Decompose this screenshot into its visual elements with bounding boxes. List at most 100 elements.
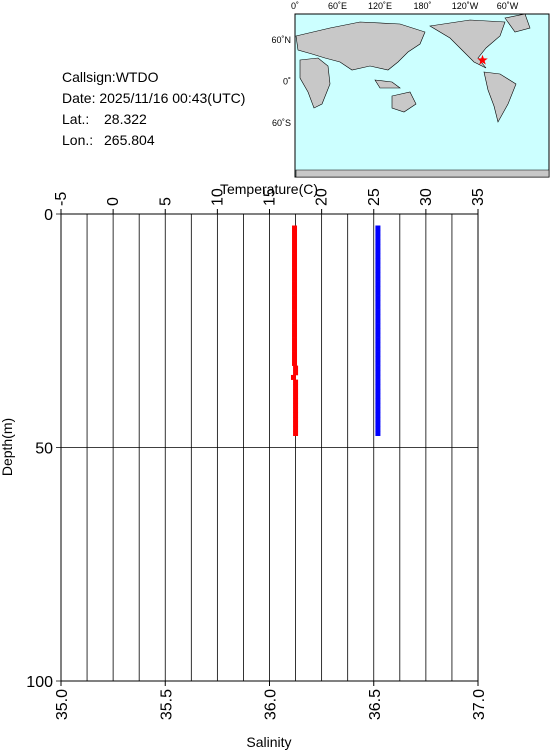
data-point <box>375 393 381 399</box>
data-point <box>375 262 381 268</box>
data-point <box>375 276 381 282</box>
data-point <box>375 318 381 324</box>
data-point <box>292 239 298 245</box>
map-lon-label: 60˚W <box>497 1 519 11</box>
data-point <box>293 384 299 390</box>
data-point <box>292 286 298 292</box>
data-point <box>293 426 299 432</box>
data-point <box>375 346 381 352</box>
data-point <box>292 337 298 343</box>
data-point <box>375 384 381 390</box>
data-point <box>375 225 381 231</box>
data-point <box>292 360 298 366</box>
map-lat-label: 60˚N <box>271 35 291 45</box>
x2-tick-label: 10 <box>209 188 226 206</box>
map-land <box>295 13 550 178</box>
data-point <box>375 360 381 366</box>
map-lon-label: 180˚ <box>413 1 431 11</box>
x2-tick-label: 25 <box>366 188 383 206</box>
data-point <box>375 402 381 408</box>
data-point <box>293 412 299 418</box>
x2-axis-title: Temperature(C) <box>220 181 318 197</box>
data-point <box>375 253 381 259</box>
data-point <box>375 304 381 310</box>
data-point <box>292 309 298 315</box>
data-point <box>293 416 299 422</box>
data-point <box>293 379 299 385</box>
data-point <box>375 286 381 292</box>
data-point <box>292 225 298 231</box>
map-lon-label: 120˚E <box>368 1 392 11</box>
date: Date: 2025/11/16 00:43(UTC) <box>62 90 245 106</box>
data-point <box>375 398 381 404</box>
x-tick-label: 36.0 <box>263 689 280 720</box>
data-point <box>375 430 381 436</box>
x2-tick-label: 20 <box>314 188 331 206</box>
data-point <box>292 258 298 264</box>
data-point <box>292 342 298 348</box>
data-point <box>375 281 381 287</box>
x-tick-label: 35.5 <box>158 689 175 720</box>
data-point <box>375 412 381 418</box>
data-point <box>293 388 299 394</box>
data-point <box>292 267 298 273</box>
data-point <box>292 295 298 301</box>
data-point <box>292 253 298 259</box>
lat-value: 28.322 <box>104 111 147 127</box>
data-point <box>292 304 298 310</box>
data-point <box>375 230 381 236</box>
data-point <box>293 370 299 376</box>
data-point <box>293 393 299 399</box>
x-tick-label: 35.0 <box>54 689 71 720</box>
data-point <box>375 421 381 427</box>
x2-tick-label: 30 <box>418 188 435 206</box>
data-point <box>292 351 298 357</box>
data-point <box>375 332 381 338</box>
data-point <box>375 351 381 357</box>
data-point <box>375 426 381 432</box>
x2-tick-label: 5 <box>157 197 174 206</box>
map-lat-label: 0˚ <box>283 77 291 87</box>
data-point <box>293 430 299 436</box>
data-point <box>292 323 298 329</box>
data-point <box>292 244 298 250</box>
map-lat-label: 60˚S <box>272 118 291 128</box>
data-point <box>375 234 381 240</box>
lon-label: Lon.: <box>62 132 93 148</box>
data-point <box>375 370 381 376</box>
data-point <box>375 309 381 315</box>
lon-value: 265.804 <box>104 132 155 148</box>
x-tick-label: 37.0 <box>471 689 488 720</box>
data-point <box>292 272 298 278</box>
data-point <box>292 230 298 236</box>
data-point <box>292 248 298 254</box>
data-point <box>375 407 381 413</box>
x2-tick-label: 15 <box>262 188 279 206</box>
y-tick-label: 50 <box>35 441 53 458</box>
data-point <box>293 407 299 413</box>
data-point <box>292 346 298 352</box>
data-point <box>290 374 296 380</box>
data-point <box>375 374 381 380</box>
data-point <box>292 262 298 268</box>
data-point <box>375 323 381 329</box>
map-lon-label: 0˚ <box>291 1 299 11</box>
map-lon-label: 120˚W <box>452 1 479 11</box>
data-point <box>375 337 381 343</box>
data-point <box>375 239 381 245</box>
data-point <box>375 248 381 254</box>
callsign: Callsign:WTDO <box>62 69 159 85</box>
data-point <box>292 300 298 306</box>
data-point <box>375 272 381 278</box>
y-tick-label: 0 <box>44 207 53 224</box>
data-point <box>292 328 298 334</box>
map-lon-label: 60˚E <box>328 1 347 11</box>
data-point <box>375 314 381 320</box>
lat-label: Lat.: <box>62 111 89 127</box>
y-tick-label: 100 <box>26 674 53 691</box>
x-axis-title: Salinity <box>246 734 291 750</box>
data-point <box>292 318 298 324</box>
data-point <box>293 365 299 371</box>
